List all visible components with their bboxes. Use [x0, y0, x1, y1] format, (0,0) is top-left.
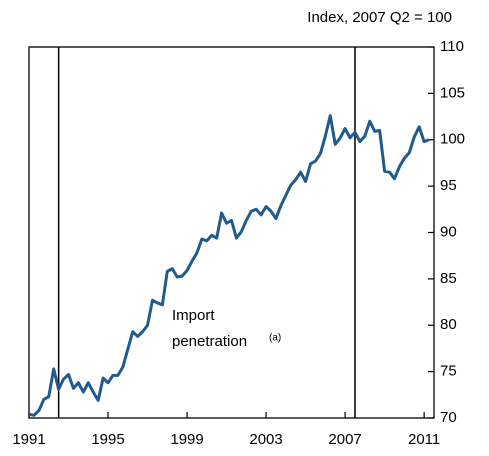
y-tick-label: 105	[440, 84, 465, 101]
x-tick-label: 2007	[328, 431, 361, 448]
y-axis-label: Index, 2007 Q2 = 100	[307, 9, 452, 26]
y-tick-label: 85	[440, 270, 457, 287]
y-tick-label: 110	[440, 38, 464, 55]
x-tick-label: 2003	[249, 431, 282, 448]
y-tick-label: 75	[440, 363, 457, 380]
annotation-line: Import	[172, 307, 215, 324]
y-tick-label: 90	[440, 223, 457, 240]
y-tick-label: 80	[440, 316, 457, 333]
x-tick-label: 1991	[12, 431, 45, 448]
y-tick-label: 70	[440, 409, 457, 426]
x-tick-label: 1999	[170, 431, 203, 448]
x-tick-label: 2011	[408, 431, 440, 448]
y-tick-label: 95	[440, 177, 457, 194]
data-line	[28, 114, 430, 417]
annotation-note: (a)	[269, 333, 281, 344]
plot-frame	[28, 46, 435, 419]
annotation-line: penetration	[172, 333, 247, 350]
x-tick-label: 1995	[91, 431, 124, 448]
y-tick-label: 100	[440, 131, 465, 148]
